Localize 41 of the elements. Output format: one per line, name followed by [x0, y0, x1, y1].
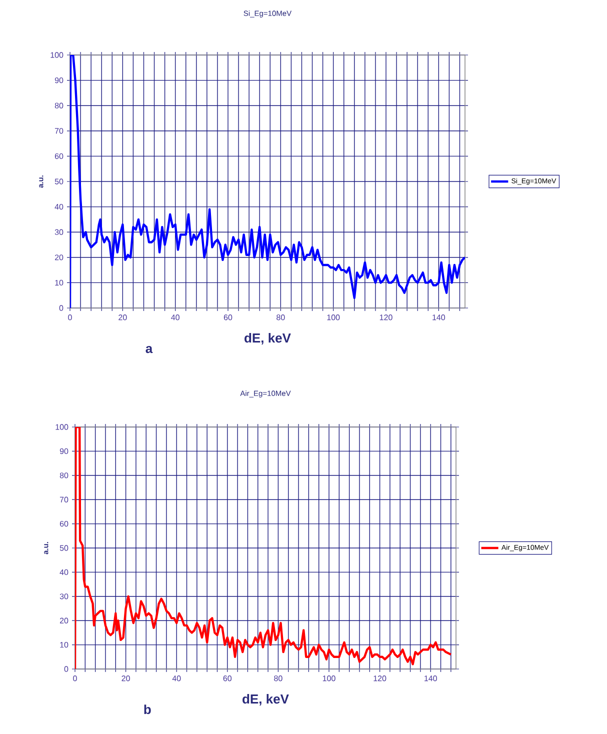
y-tick-label: 60	[54, 153, 64, 160]
y-tick-label: 100	[56, 424, 68, 430]
y-tick-label: 90	[54, 77, 64, 84]
y-tick-label: 20	[60, 618, 68, 624]
x-tick-label: 60	[223, 676, 232, 682]
y-tick-label: 70	[60, 496, 68, 502]
y-tick-label: 100	[50, 52, 64, 58]
y-tick-label: 10	[55, 280, 64, 286]
text: b	[144, 704, 151, 714]
y-tick-label: 70	[54, 128, 64, 134]
x-tick-label: 20	[122, 676, 130, 682]
x-tick-label: 0	[73, 676, 77, 682]
y-tick-label: 20	[54, 254, 64, 260]
x-axis-title: dE, keV	[242, 694, 289, 706]
x-tick-label: 80	[276, 314, 285, 320]
y-tick-label: 80	[60, 472, 68, 478]
x-tick-label: 120	[374, 676, 386, 682]
y-tick-label: 10	[60, 642, 68, 648]
x-tick-label: 100	[327, 314, 340, 320]
y-tick-label: 30	[60, 594, 68, 600]
x-axis-title: dE, keV	[244, 333, 291, 344]
x-tick-label: 100	[322, 676, 336, 682]
y-tick-label: 60	[60, 520, 68, 527]
x-tick-label: 40	[172, 676, 181, 682]
y-tick-label: 50	[54, 178, 64, 184]
x-tick-label: 80	[274, 676, 282, 682]
x-tick-label: 140	[424, 676, 437, 682]
x-tick-label: 60	[224, 314, 232, 320]
y-tick-label: 0	[59, 305, 64, 311]
y-tick-label: 40	[54, 204, 64, 210]
x-tick-label: 140	[432, 314, 446, 320]
x-tick-label: 120	[380, 314, 392, 320]
text: a	[146, 346, 153, 354]
y-tick-label: 40	[60, 569, 68, 576]
x-tick-label: 40	[171, 314, 180, 320]
y-tick-label: 50	[60, 545, 68, 551]
y-tick-label: 80	[54, 102, 64, 108]
y-tick-label: 0	[64, 666, 68, 672]
x-tick-label: 20	[118, 314, 127, 320]
y-tick-label: 30	[54, 229, 64, 235]
y-tick-label: 90	[60, 448, 68, 454]
